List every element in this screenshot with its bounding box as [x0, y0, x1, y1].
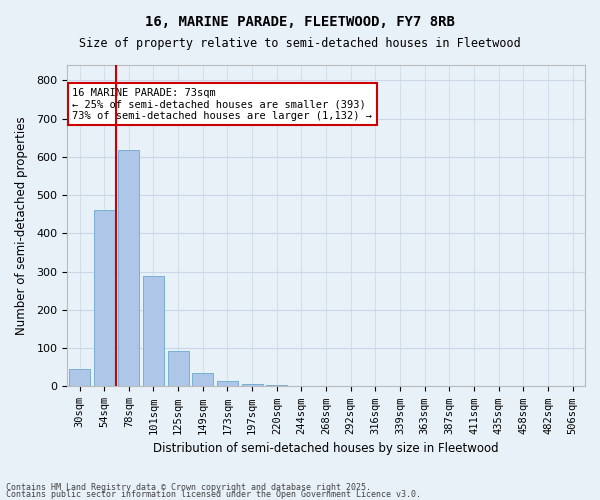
Bar	[118, 150, 139, 386]
Bar	[94, 210, 115, 386]
Text: 16 MARINE PARADE: 73sqm
← 25% of semi-detached houses are smaller (393)
73% of s: 16 MARINE PARADE: 73sqm ← 25% of semi-de…	[73, 88, 373, 120]
Bar	[69, 369, 90, 386]
Bar	[242, 384, 263, 386]
Text: Size of property relative to semi-detached houses in Fleetwood: Size of property relative to semi-detach…	[79, 38, 521, 51]
Bar	[167, 351, 188, 386]
Text: Contains public sector information licensed under the Open Government Licence v3: Contains public sector information licen…	[6, 490, 421, 499]
Y-axis label: Number of semi-detached properties: Number of semi-detached properties	[15, 116, 28, 335]
Bar	[266, 384, 287, 386]
Bar	[143, 276, 164, 386]
Text: Contains HM Land Registry data © Crown copyright and database right 2025.: Contains HM Land Registry data © Crown c…	[6, 484, 371, 492]
Bar	[217, 382, 238, 386]
Bar	[193, 372, 213, 386]
X-axis label: Distribution of semi-detached houses by size in Fleetwood: Distribution of semi-detached houses by …	[153, 442, 499, 455]
Text: 16, MARINE PARADE, FLEETWOOD, FY7 8RB: 16, MARINE PARADE, FLEETWOOD, FY7 8RB	[145, 15, 455, 29]
